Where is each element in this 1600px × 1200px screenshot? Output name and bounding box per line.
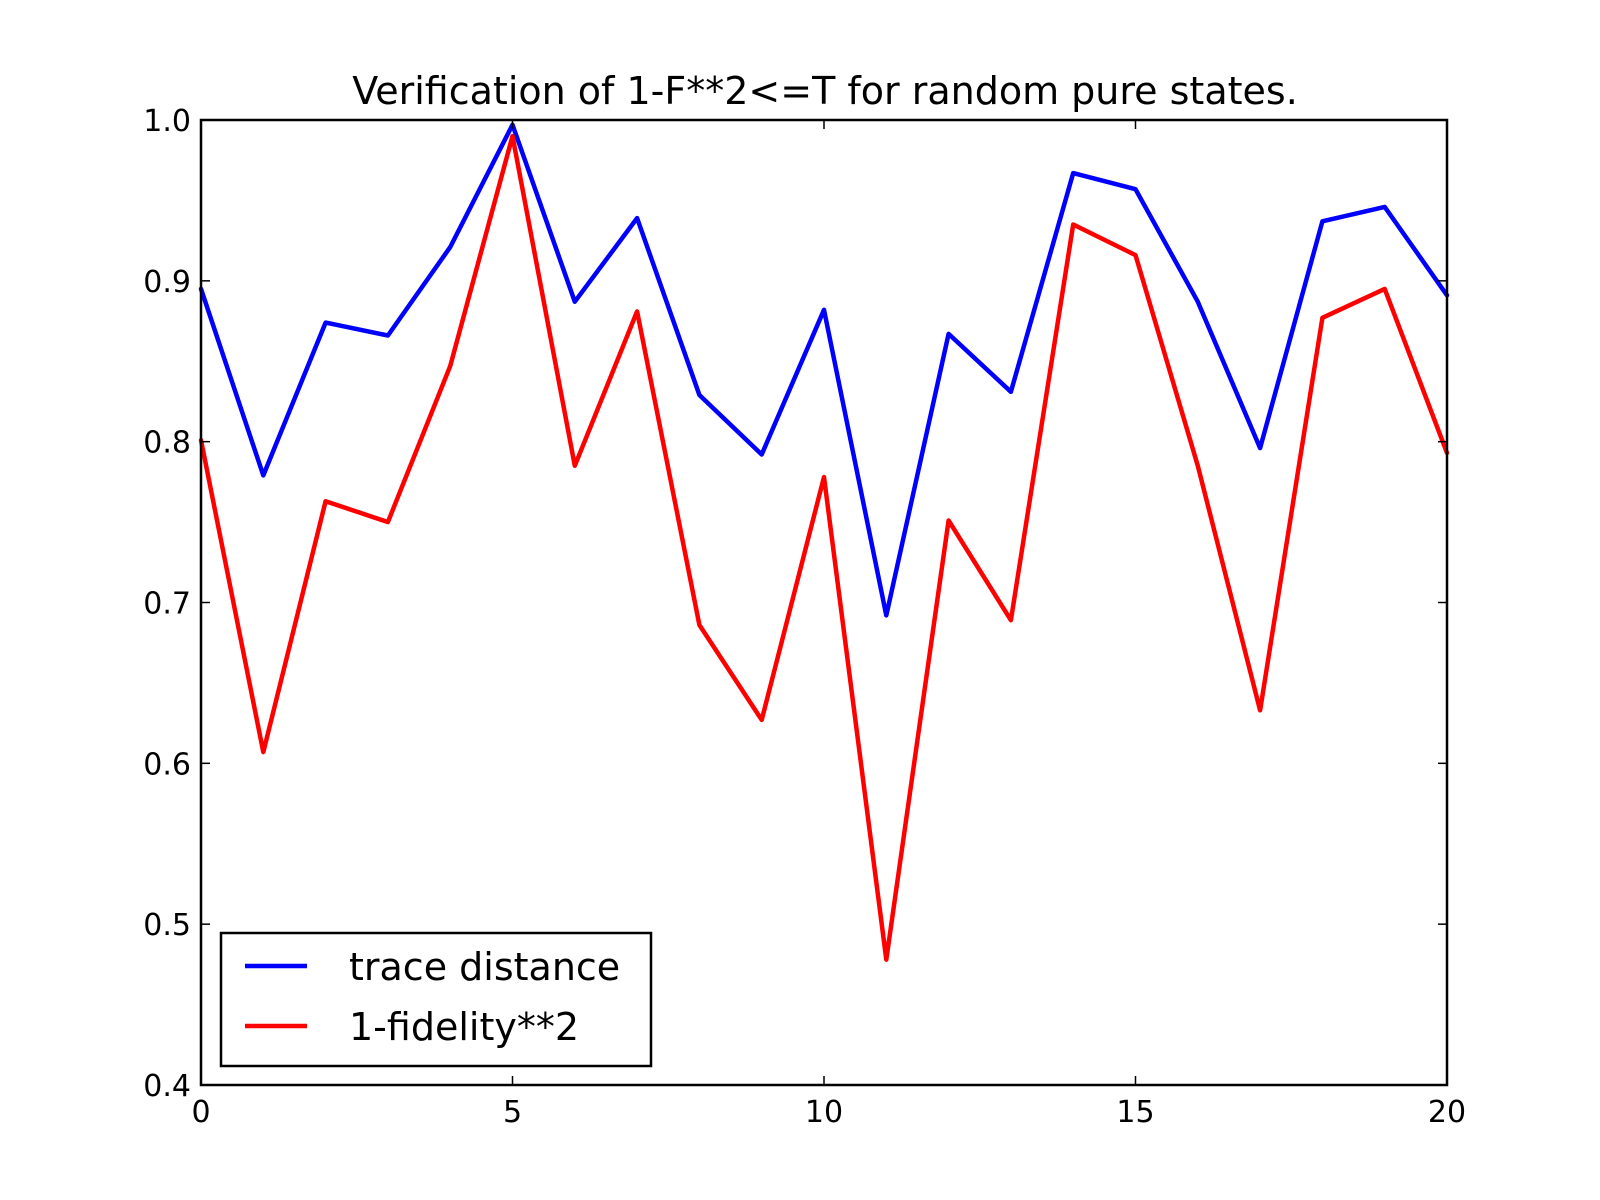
x-tick-label: 10	[805, 1095, 843, 1130]
y-tick-label: 0.4	[143, 1069, 191, 1104]
series-line-trace-distance	[198, 122, 1450, 618]
series-layer	[198, 122, 1450, 962]
y-tick-label: 0.9	[143, 265, 191, 300]
y-tick-label: 0.7	[143, 587, 191, 622]
y-tick-label: 0.6	[143, 747, 191, 782]
legend-label-trace-distance: trace distance	[349, 945, 620, 989]
y-tick-label: 1.0	[143, 104, 191, 139]
x-tick-label: 5	[503, 1095, 522, 1130]
legend-box	[219, 931, 653, 1068]
series-line-1-fidelity-2	[198, 133, 1450, 962]
legend-label-1-fidelity-squared: 1-fidelity**2	[349, 1005, 579, 1049]
y-tick-label: 0.8	[143, 426, 191, 461]
x-tick-label: 15	[1116, 1095, 1154, 1130]
legend: trace distance 1-fidelity**2	[219, 931, 653, 1068]
y-tick-label: 0.5	[143, 908, 191, 943]
x-tick-label: 20	[1428, 1095, 1466, 1130]
tick-layer: 0 5 10 15 20 0.4 0.5 0.6 0.7 0.8 0.9 1.0	[143, 104, 1466, 1130]
chart-title: Verification of 1-F**2<=T for random pur…	[352, 69, 1298, 113]
x-tick-label: 0	[191, 1095, 210, 1130]
